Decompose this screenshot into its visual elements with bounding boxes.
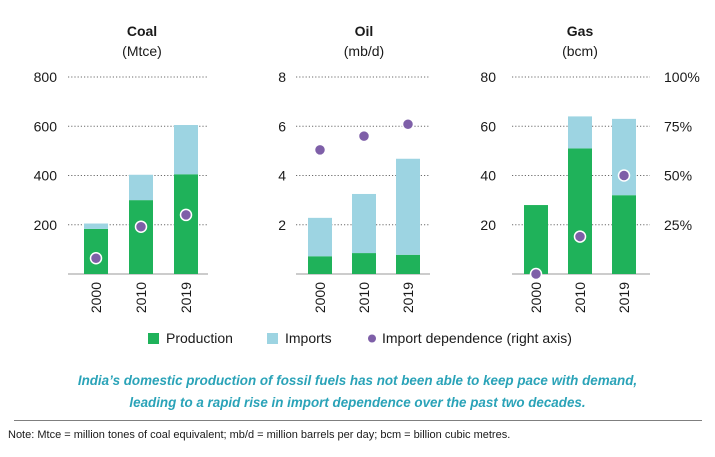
coal-x-tick-label: 2010 — [133, 282, 149, 313]
oil-import-dependence-point-2000 — [313, 143, 327, 157]
oil-y-tick-label: 6 — [278, 118, 286, 134]
gas-bar-production-2019 — [612, 195, 636, 274]
gas-bar-production-2000 — [524, 205, 548, 274]
coal-bar-imports-2010 — [129, 174, 153, 201]
gas-x-tick-label: 2010 — [572, 282, 588, 313]
gas-bar-imports-2019 — [612, 118, 636, 196]
oil-x-tick-label: 2019 — [400, 282, 416, 313]
gas-x-tick-label: 2019 — [616, 282, 632, 313]
coal-bar-production-2019 — [174, 174, 198, 274]
coal-panel-unit: (Mtce) — [122, 43, 162, 59]
legend-imports-swatch — [267, 333, 278, 344]
caption-line-2: leading to a rapid rise in import depend… — [129, 395, 586, 410]
gas-y-tick-label: 20 — [480, 217, 496, 233]
gas-y2-tick-label: 50% — [664, 168, 692, 184]
oil-import-dependence-point-2019 — [401, 118, 415, 131]
legend-import-dependence-label: Import dependence (right axis) — [382, 330, 572, 346]
coal-x-tick-label: 2000 — [88, 282, 104, 313]
coal-y-tick-label: 800 — [34, 69, 58, 85]
coal-import-dependence-point-2010 — [134, 220, 148, 233]
oil-x-tick-label: 2010 — [356, 282, 372, 313]
legend-import-dependence-marker — [368, 334, 376, 343]
gas-y2-tick-label: 25% — [664, 217, 692, 233]
oil-y-tick-label: 2 — [278, 217, 286, 233]
legend-production-label: Production — [166, 330, 233, 346]
coal-y-tick-label: 400 — [34, 168, 58, 184]
coal-bar-production-2010 — [129, 200, 153, 274]
coal-bar-imports-2019 — [174, 125, 198, 175]
gas-x-tick-label: 2000 — [528, 282, 544, 313]
oil-x-tick-label: 2000 — [312, 282, 328, 313]
oil-y-tick-label: 4 — [278, 168, 286, 184]
oil-bar-production-2019 — [396, 254, 420, 274]
oil-bar-production-2000 — [308, 256, 332, 274]
oil-bar-imports-2019 — [396, 158, 420, 255]
coal-import-dependence-point-2019 — [179, 208, 193, 222]
oil-bar-imports-2010 — [352, 193, 376, 254]
gas-panel-title: Gas — [567, 23, 594, 39]
gas-import-dependence-point-2000 — [529, 267, 543, 281]
coal-bar-production-2000 — [84, 228, 108, 274]
legend-production-swatch — [148, 333, 159, 344]
oil-panel-unit: (mb/d) — [344, 43, 384, 59]
gas-import-dependence-point-2019 — [617, 169, 631, 182]
gas-panel-unit: (bcm) — [562, 43, 598, 59]
coal-panel-title: Coal — [127, 23, 157, 39]
coal-y-tick-label: 600 — [34, 118, 58, 134]
caption-line-1: India’s domestic production of fossil fu… — [77, 373, 638, 388]
gas-y2-tick-label: 100% — [664, 69, 700, 85]
legend-imports-label: Imports — [285, 330, 332, 346]
oil-y-tick-label: 8 — [278, 69, 286, 85]
gas-y2-tick-label: 75% — [664, 118, 692, 134]
coal-bar-imports-2000 — [84, 223, 108, 229]
gas-y-tick-label: 60 — [480, 118, 496, 134]
oil-import-dependence-point-2010 — [357, 129, 371, 143]
oil-panel-title: Oil — [355, 23, 374, 39]
coal-import-dependence-point-2000 — [89, 251, 103, 265]
oil-bar-imports-2000 — [308, 217, 332, 257]
coal-x-tick-label: 2019 — [178, 282, 194, 313]
oil-bar-production-2010 — [352, 253, 376, 274]
gas-bar-imports-2010 — [568, 116, 592, 149]
divider — [14, 420, 702, 421]
gas-y-tick-label: 80 — [480, 69, 496, 85]
chart: Coal (Mtce) 200 400 600 800 2000 2010 2019 Oil (mb… — [34, 23, 700, 346]
note: Note: Mtce = million tones of coal equiv… — [8, 429, 511, 441]
gas-bar-production-2010 — [568, 148, 592, 274]
gas-import-dependence-point-2010 — [573, 230, 587, 243]
coal-y-tick-label: 200 — [34, 217, 58, 233]
gas-y-tick-label: 40 — [480, 168, 496, 184]
